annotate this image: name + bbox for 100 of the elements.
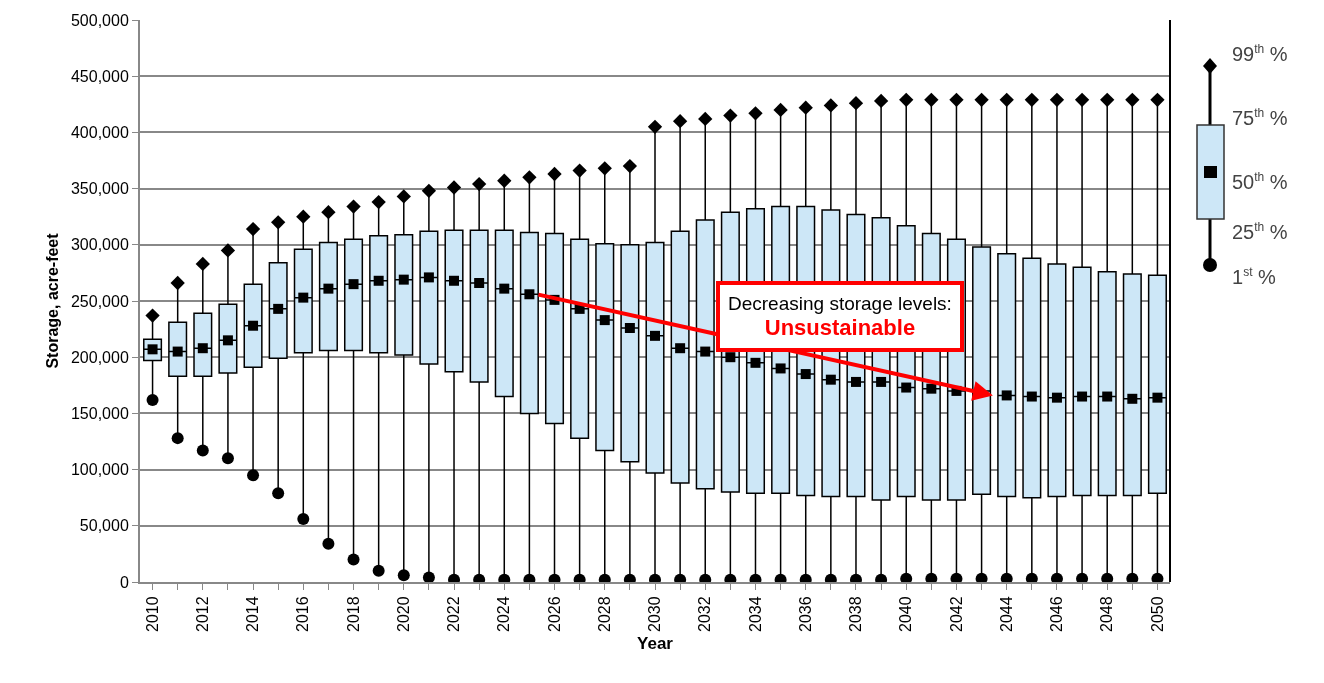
point [321,205,336,220]
point [371,194,386,210]
point [1102,391,1113,402]
point [195,256,210,272]
x-tick-label: 2042 [947,596,965,632]
point [298,292,309,303]
point [1127,393,1138,404]
point [472,176,487,192]
point [876,376,887,387]
x-tick-label: 2044 [997,596,1015,632]
point [346,199,361,214]
point [497,173,512,188]
point [197,343,208,354]
point [975,572,988,582]
x-tick-label: 2022 [445,596,463,632]
point [848,96,864,111]
point [775,363,786,374]
point [323,283,334,294]
point [1076,572,1089,582]
x-tick-label: 2026 [545,596,563,632]
point [899,92,914,107]
point [950,572,963,582]
point [1025,572,1038,582]
point [272,487,285,500]
point [773,102,788,118]
point [397,569,410,582]
point [873,93,889,109]
y-tick-label: 300,000 [70,236,129,254]
x-tick-label: 2030 [646,596,664,632]
point [901,382,912,393]
point [1024,92,1039,107]
point [750,357,761,368]
point [145,308,160,323]
y-tick-label: 250,000 [70,292,129,310]
point [221,452,234,465]
point [650,330,660,341]
x-tick-label: 2050 [1148,596,1166,632]
point [474,278,485,289]
x-tick-label: 2036 [796,596,814,632]
point [247,469,260,482]
point [1049,92,1065,107]
text: 1$^{st}$ % [1232,264,1276,288]
x-tick-label: 2024 [495,596,513,632]
y-axis-title: Storage, acre-feet [44,232,62,369]
point [322,537,335,550]
point [547,166,562,182]
point [725,352,736,363]
point [421,183,437,198]
y-tick-label: 50,000 [79,517,129,535]
point [446,180,462,195]
x-tick-label: 2048 [1098,596,1116,632]
point [1001,390,1012,401]
point [146,393,159,406]
text: 75$^{th}$ % [1232,105,1288,129]
point [1074,92,1090,107]
x-tick-label: 2010 [143,596,161,632]
point [647,119,663,134]
y-tick-label: 350,000 [70,180,129,198]
point [1126,572,1139,582]
point [1152,392,1163,403]
point [398,274,409,285]
point [900,572,913,582]
x-tick-label: 2020 [394,596,412,632]
point [1077,391,1088,402]
point [1150,92,1165,107]
point [1050,572,1063,582]
y-tick-label: 100,000 [70,461,129,479]
y-tick-label: 400,000 [70,124,129,141]
point [373,275,384,286]
x-tick-label: 2038 [847,596,865,632]
x-tick-label: 2014 [244,596,262,632]
point [748,106,763,121]
point [999,92,1014,107]
point [1051,392,1062,403]
point [423,272,434,283]
point [522,170,537,185]
point [372,564,385,577]
annotation: Unsustainable [764,314,916,340]
point [723,108,738,123]
point [1125,92,1140,107]
point [926,383,937,394]
point [1101,572,1114,582]
point [1026,391,1037,402]
point [297,513,310,526]
point [348,279,359,290]
point [800,369,811,380]
point [700,346,711,357]
y-tick-label: 200,000 [70,348,129,366]
point [196,444,209,457]
point [672,114,688,129]
point [147,344,158,355]
point [823,98,838,113]
point [974,92,989,107]
point [449,275,460,286]
point [675,343,686,354]
point [949,92,964,107]
point [572,163,587,178]
point [622,158,638,174]
x-tick-label: 2032 [696,596,714,632]
point [171,432,184,445]
